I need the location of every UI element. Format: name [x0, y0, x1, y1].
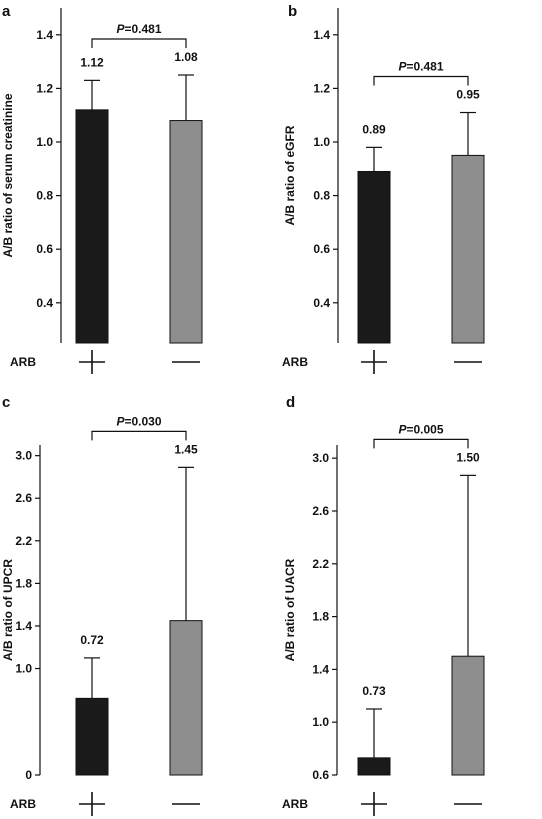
- panel-b-ytick-label: 1.4: [313, 28, 330, 42]
- panel-c-bar-arb-plus: [75, 697, 109, 776]
- panel-a-significance-bracket: [91, 38, 187, 48]
- panel-b-bar-arb-minus: [451, 154, 485, 344]
- panel-b-value-label: 0.95: [456, 88, 480, 102]
- panel-a-ytick-label: 0.8: [36, 189, 53, 203]
- panel-c-arb-label: ARB: [10, 797, 36, 811]
- panel-a-ytick-label: 1.4: [36, 28, 53, 42]
- panel-d-y-axis-title: A/B ratio of UACR: [283, 558, 297, 661]
- panel-c-significance-bracket: [91, 430, 187, 441]
- panel-c-value-label: 1.45: [174, 442, 198, 456]
- panel-b-p-value: P=0.481: [398, 60, 443, 74]
- panel-c-ytick-label: 2.2: [15, 534, 32, 548]
- panel-b-value-label: 0.89: [362, 122, 386, 136]
- panel-d-ytick-label: 1.4: [312, 662, 329, 676]
- panel-a-value-label: 1.08: [174, 50, 198, 64]
- panel-c-ytick-label: 1.0: [15, 662, 32, 676]
- panel-c-ytick-label: 3.0: [15, 449, 32, 463]
- panel-b-ytick-label: 0.4: [313, 296, 330, 310]
- panel-a-ytick-label: 1.0: [36, 135, 53, 149]
- panel-c-value-label: 0.72: [80, 633, 104, 647]
- panel-d-ytick-label: 2.2: [312, 557, 329, 571]
- panel-b-ytick-label: 0.8: [313, 189, 330, 203]
- panel-c-ytick-label: 2.6: [15, 491, 32, 505]
- panel-c-ytick-label: 1.8: [15, 576, 32, 590]
- panel-d-ytick-label: 0.6: [312, 768, 329, 782]
- panel-c-p-value: P=0.030: [116, 414, 161, 428]
- panel-a-value-label: 1.12: [80, 55, 104, 69]
- panel-b-label: b: [288, 3, 297, 20]
- panel-d-label: d: [286, 394, 295, 411]
- panel-a-ytick-label: 0.4: [36, 296, 53, 310]
- panel-a-p-value: P=0.481: [116, 22, 161, 36]
- panel-a-y-axis-title: A/B ratio of serum creatinine: [1, 93, 15, 257]
- panel-c-bar-arb-minus: [169, 620, 203, 776]
- panel-b-bar-arb-plus: [357, 170, 391, 344]
- panel-d-arb-label: ARB: [282, 797, 308, 811]
- panel-a-arb-label: ARB: [10, 355, 36, 369]
- panel-b-ytick-label: 1.0: [313, 135, 330, 149]
- panel-a-bar-arb-plus: [75, 109, 109, 344]
- panel-b-arb-label: ARB: [282, 355, 308, 369]
- panel-b-y-axis-title: A/B ratio of eGFR: [283, 125, 297, 225]
- panel-d-significance-bracket: [373, 438, 469, 449]
- panel-d-bar-arb-plus: [357, 757, 391, 776]
- panel-d-p-value: P=0.005: [398, 422, 443, 436]
- panel-a-ytick-label: 0.6: [36, 242, 53, 256]
- panel-c-ytick-label: 0: [25, 768, 32, 782]
- panel-c-y-axis-title: A/B ratio of UPCR: [1, 559, 15, 661]
- panel-d-value-label: 1.50: [456, 450, 480, 464]
- panel-a-label: a: [2, 3, 11, 20]
- panel-d-ytick-label: 2.6: [312, 504, 329, 518]
- panel-b-ytick-label: 0.6: [313, 242, 330, 256]
- panel-d-bar-arb-minus: [451, 655, 485, 776]
- panel-d-ytick-label: 1.0: [312, 715, 329, 729]
- panel-a-bar-arb-minus: [169, 120, 203, 344]
- panel-a-ytick-label: 1.2: [36, 81, 53, 95]
- panel-d-value-label: 0.73: [362, 684, 386, 698]
- panel-d-ytick-label: 3.0: [312, 451, 329, 465]
- panel-c-ytick-label: 1.4: [15, 619, 32, 633]
- panel-c-label: c: [2, 394, 10, 411]
- panel-d-ytick-label: 1.8: [312, 610, 329, 624]
- panel-b-significance-bracket: [373, 75, 469, 86]
- panel-b-ytick-label: 1.2: [313, 81, 330, 95]
